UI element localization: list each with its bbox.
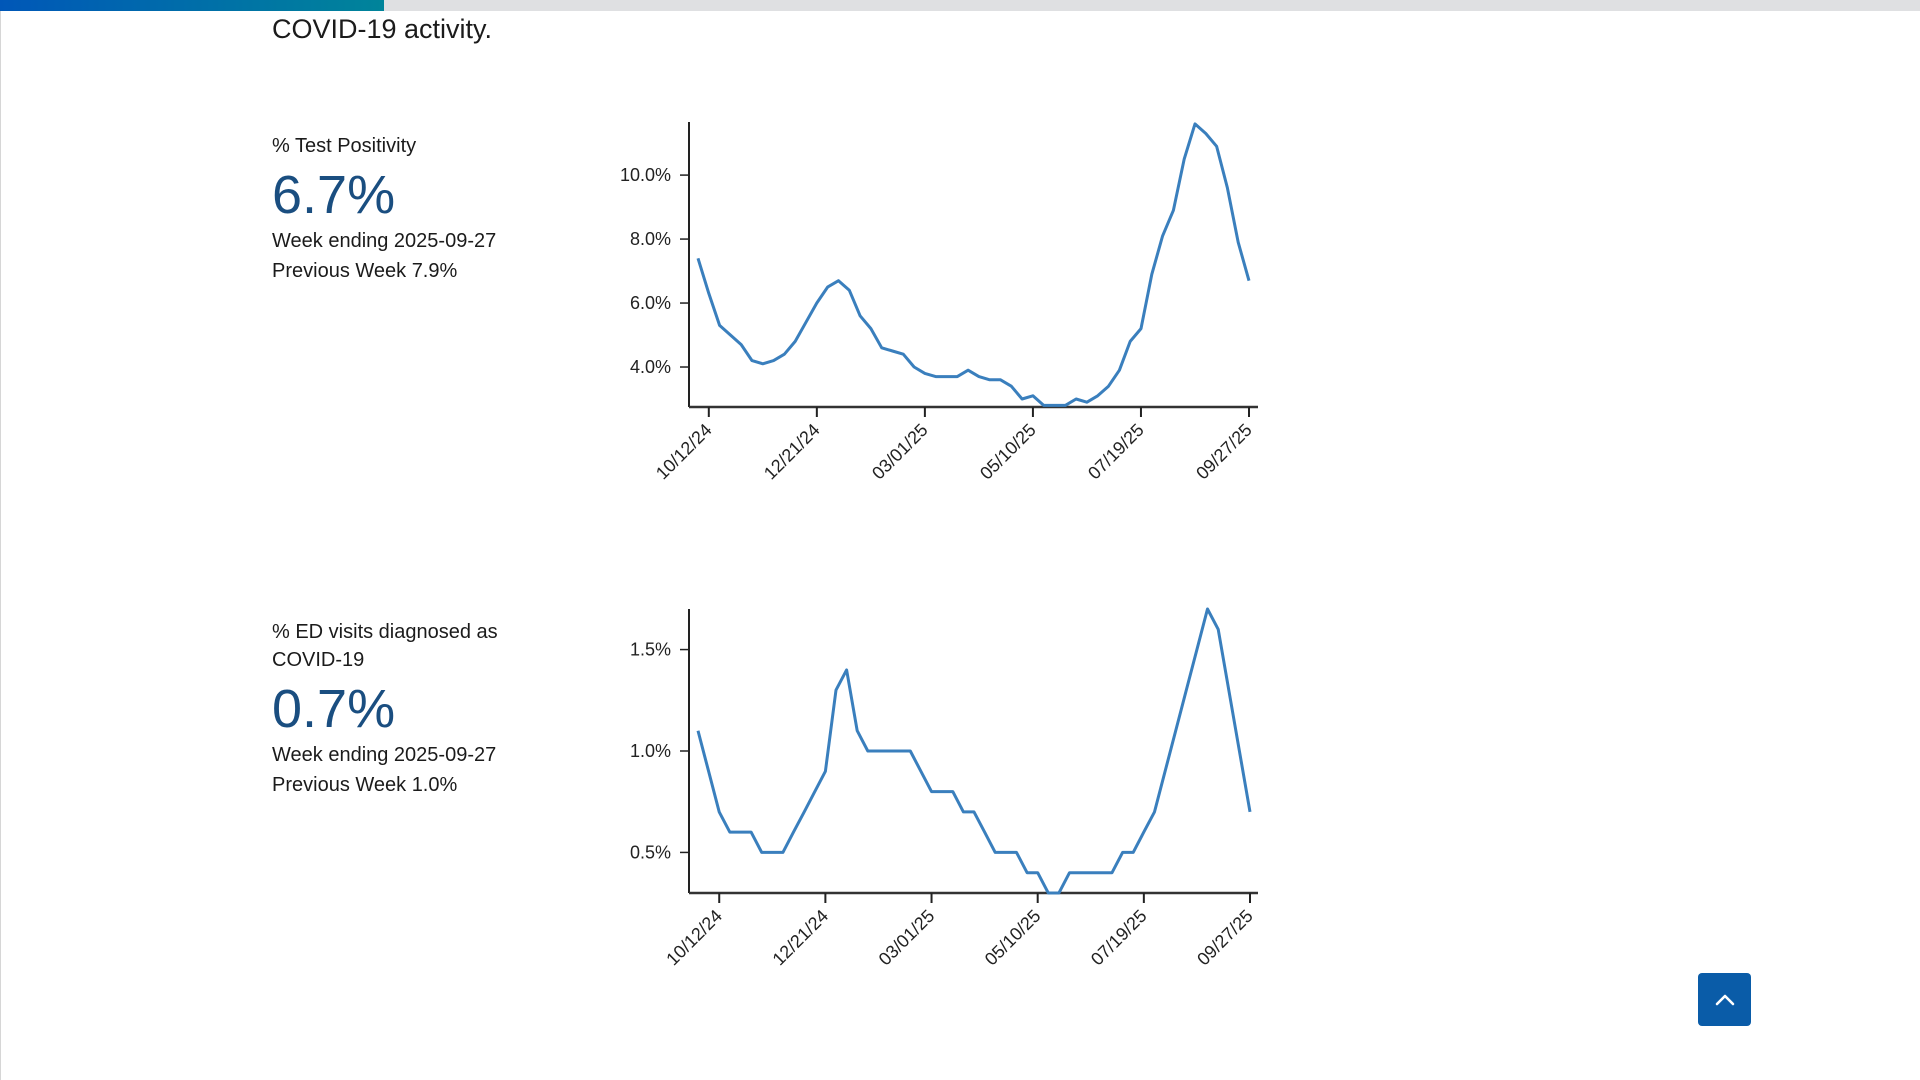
metric-test-positivity: % Test Positivity 6.7% Week ending 2025-…	[272, 132, 572, 286]
series-line	[696, 122, 1251, 407]
x-tick-label: 12/21/24	[769, 906, 833, 970]
x-tick-label: 10/12/24	[662, 906, 726, 970]
page-border	[0, 11, 1, 1080]
y-tick-label: 1.5%	[630, 640, 671, 660]
x-tick-label: 07/19/25	[1087, 906, 1151, 970]
y-tick-label: 4.0%	[630, 357, 671, 377]
metric-label: % ED visits diagnosed as COVID-19	[272, 621, 498, 671]
scroll-to-top-button[interactable]	[1698, 973, 1751, 1026]
metric-previous-week: Previous Week 7.9%	[272, 260, 458, 282]
chevron-up-icon	[1715, 994, 1734, 1005]
metric-previous-week: Previous Week 1.0%	[272, 774, 458, 796]
series-line	[696, 607, 1252, 895]
x-tick-label: 09/27/25	[1193, 906, 1257, 970]
metric-week-ending: Week ending 2025-09-27	[272, 230, 497, 252]
y-tick-label: 10.0%	[620, 165, 671, 185]
intro-text: COVID-19 activity.	[272, 14, 493, 44]
y-tick-label: 8.0%	[630, 229, 671, 249]
reading-progress-bar	[0, 0, 1920, 11]
x-tick-label: 05/10/25	[981, 906, 1045, 970]
y-tick-label: 0.5%	[630, 842, 671, 862]
metric-ed-visits: % ED visits diagnosed as COVID-19 0.7% W…	[272, 618, 542, 800]
metric-value: 6.7%	[272, 165, 396, 225]
metric-value: 0.7%	[272, 679, 396, 739]
reading-progress-fill	[0, 0, 384, 11]
y-tick-label: 1.0%	[630, 741, 671, 761]
x-tick-label: 03/01/25	[875, 906, 939, 970]
metric-label: % Test Positivity	[272, 135, 417, 157]
metric-week-ending: Week ending 2025-09-27	[272, 744, 497, 766]
y-tick-label: 6.0%	[630, 293, 671, 313]
